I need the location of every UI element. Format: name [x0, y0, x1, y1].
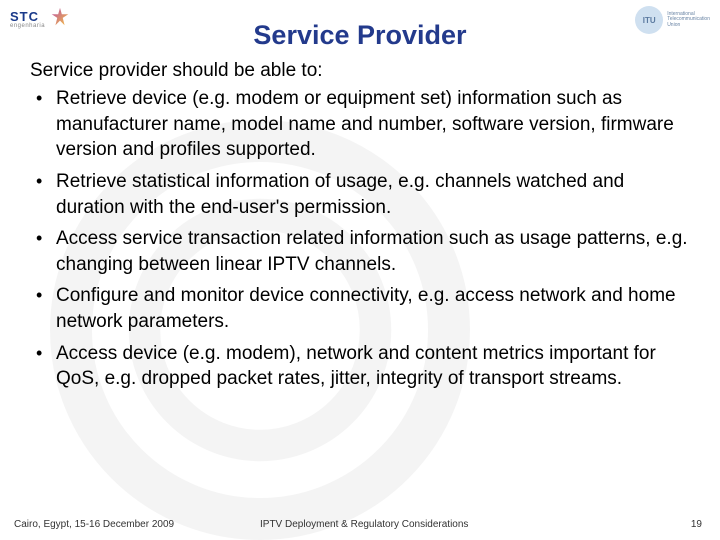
bullet-item: Configure and monitor device connectivit… [30, 283, 690, 334]
slide-title: Service Provider [0, 20, 720, 51]
bullet-item: Access device (e.g. modem), network and … [30, 341, 690, 392]
footer-title: IPTV Deployment & Regulatory Considerati… [260, 519, 468, 530]
slide: STC engenharia ITU International Telecom… [0, 0, 720, 540]
bullet-item: Access service transaction related infor… [30, 226, 690, 277]
lead-text: Service provider should be able to: [30, 60, 690, 82]
bullet-list: Retrieve device (e.g. modem or equipment… [30, 86, 690, 392]
slide-body: Service provider should be able to: Retr… [30, 60, 690, 398]
footer: Cairo, Egypt, 15-16 December 2009 IPTV D… [0, 510, 720, 530]
bullet-item: Retrieve device (e.g. modem or equipment… [30, 86, 690, 163]
bullet-item: Retrieve statistical information of usag… [30, 169, 690, 220]
footer-location: Cairo, Egypt, 15-16 December 2009 [14, 519, 174, 530]
page-number: 19 [691, 519, 702, 530]
